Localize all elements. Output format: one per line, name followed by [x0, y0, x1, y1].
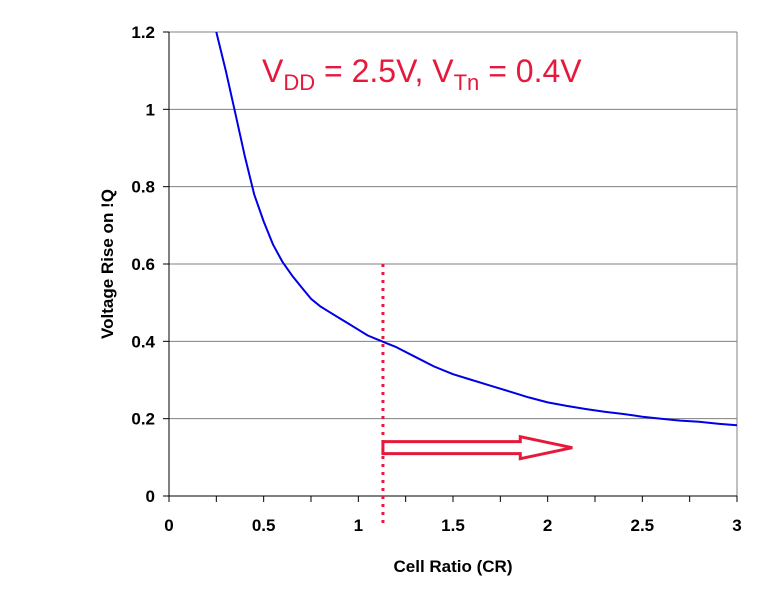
y-tick-label: 1 [146, 100, 155, 119]
grid-lines [169, 31, 737, 420]
y-tick-label: 0.6 [131, 255, 155, 274]
x-tick-label: 1.5 [441, 516, 465, 535]
x-tick-label: 0 [164, 516, 173, 535]
increase-arrow [381, 434, 573, 461]
x-tick-label: 2 [543, 516, 552, 535]
condition-part-v1: V [262, 53, 284, 89]
x-tick-label: 1 [354, 516, 363, 535]
y-tick-label: 0.4 [131, 332, 155, 351]
y-tick-label: 0 [146, 487, 155, 506]
y-tick-label: 1.2 [131, 23, 155, 42]
condition-part-tn: Tn [454, 70, 480, 95]
condition-part-dd: DD [283, 70, 315, 95]
condition-part-end: = 0.4V [479, 53, 582, 89]
condition-part-mid: = 2.5V, V [315, 53, 454, 89]
x-tick-label: 3 [732, 516, 741, 535]
x-axis-ticks: 0 0.5 1 1.5 2 2.5 3 [164, 496, 742, 535]
series-line [215, 31, 738, 427]
y-axis-ticks: 0 0.2 0.4 0.6 0.8 1 1.2 [131, 23, 169, 506]
condition-annotation: VDD = 2.5V, VTn = 0.4V [262, 53, 582, 95]
x-tick-label: 2.5 [631, 516, 655, 535]
y-axis-title: Voltage Rise on !Q [98, 189, 117, 339]
y-tick-label: 0.8 [131, 178, 155, 197]
x-tick-label: 0.5 [252, 516, 276, 535]
annotations-layer [381, 264, 573, 524]
series-layer [215, 31, 738, 427]
y-tick-label: 0.2 [131, 410, 155, 429]
x-axis-title: Cell Ratio (CR) [394, 557, 513, 576]
